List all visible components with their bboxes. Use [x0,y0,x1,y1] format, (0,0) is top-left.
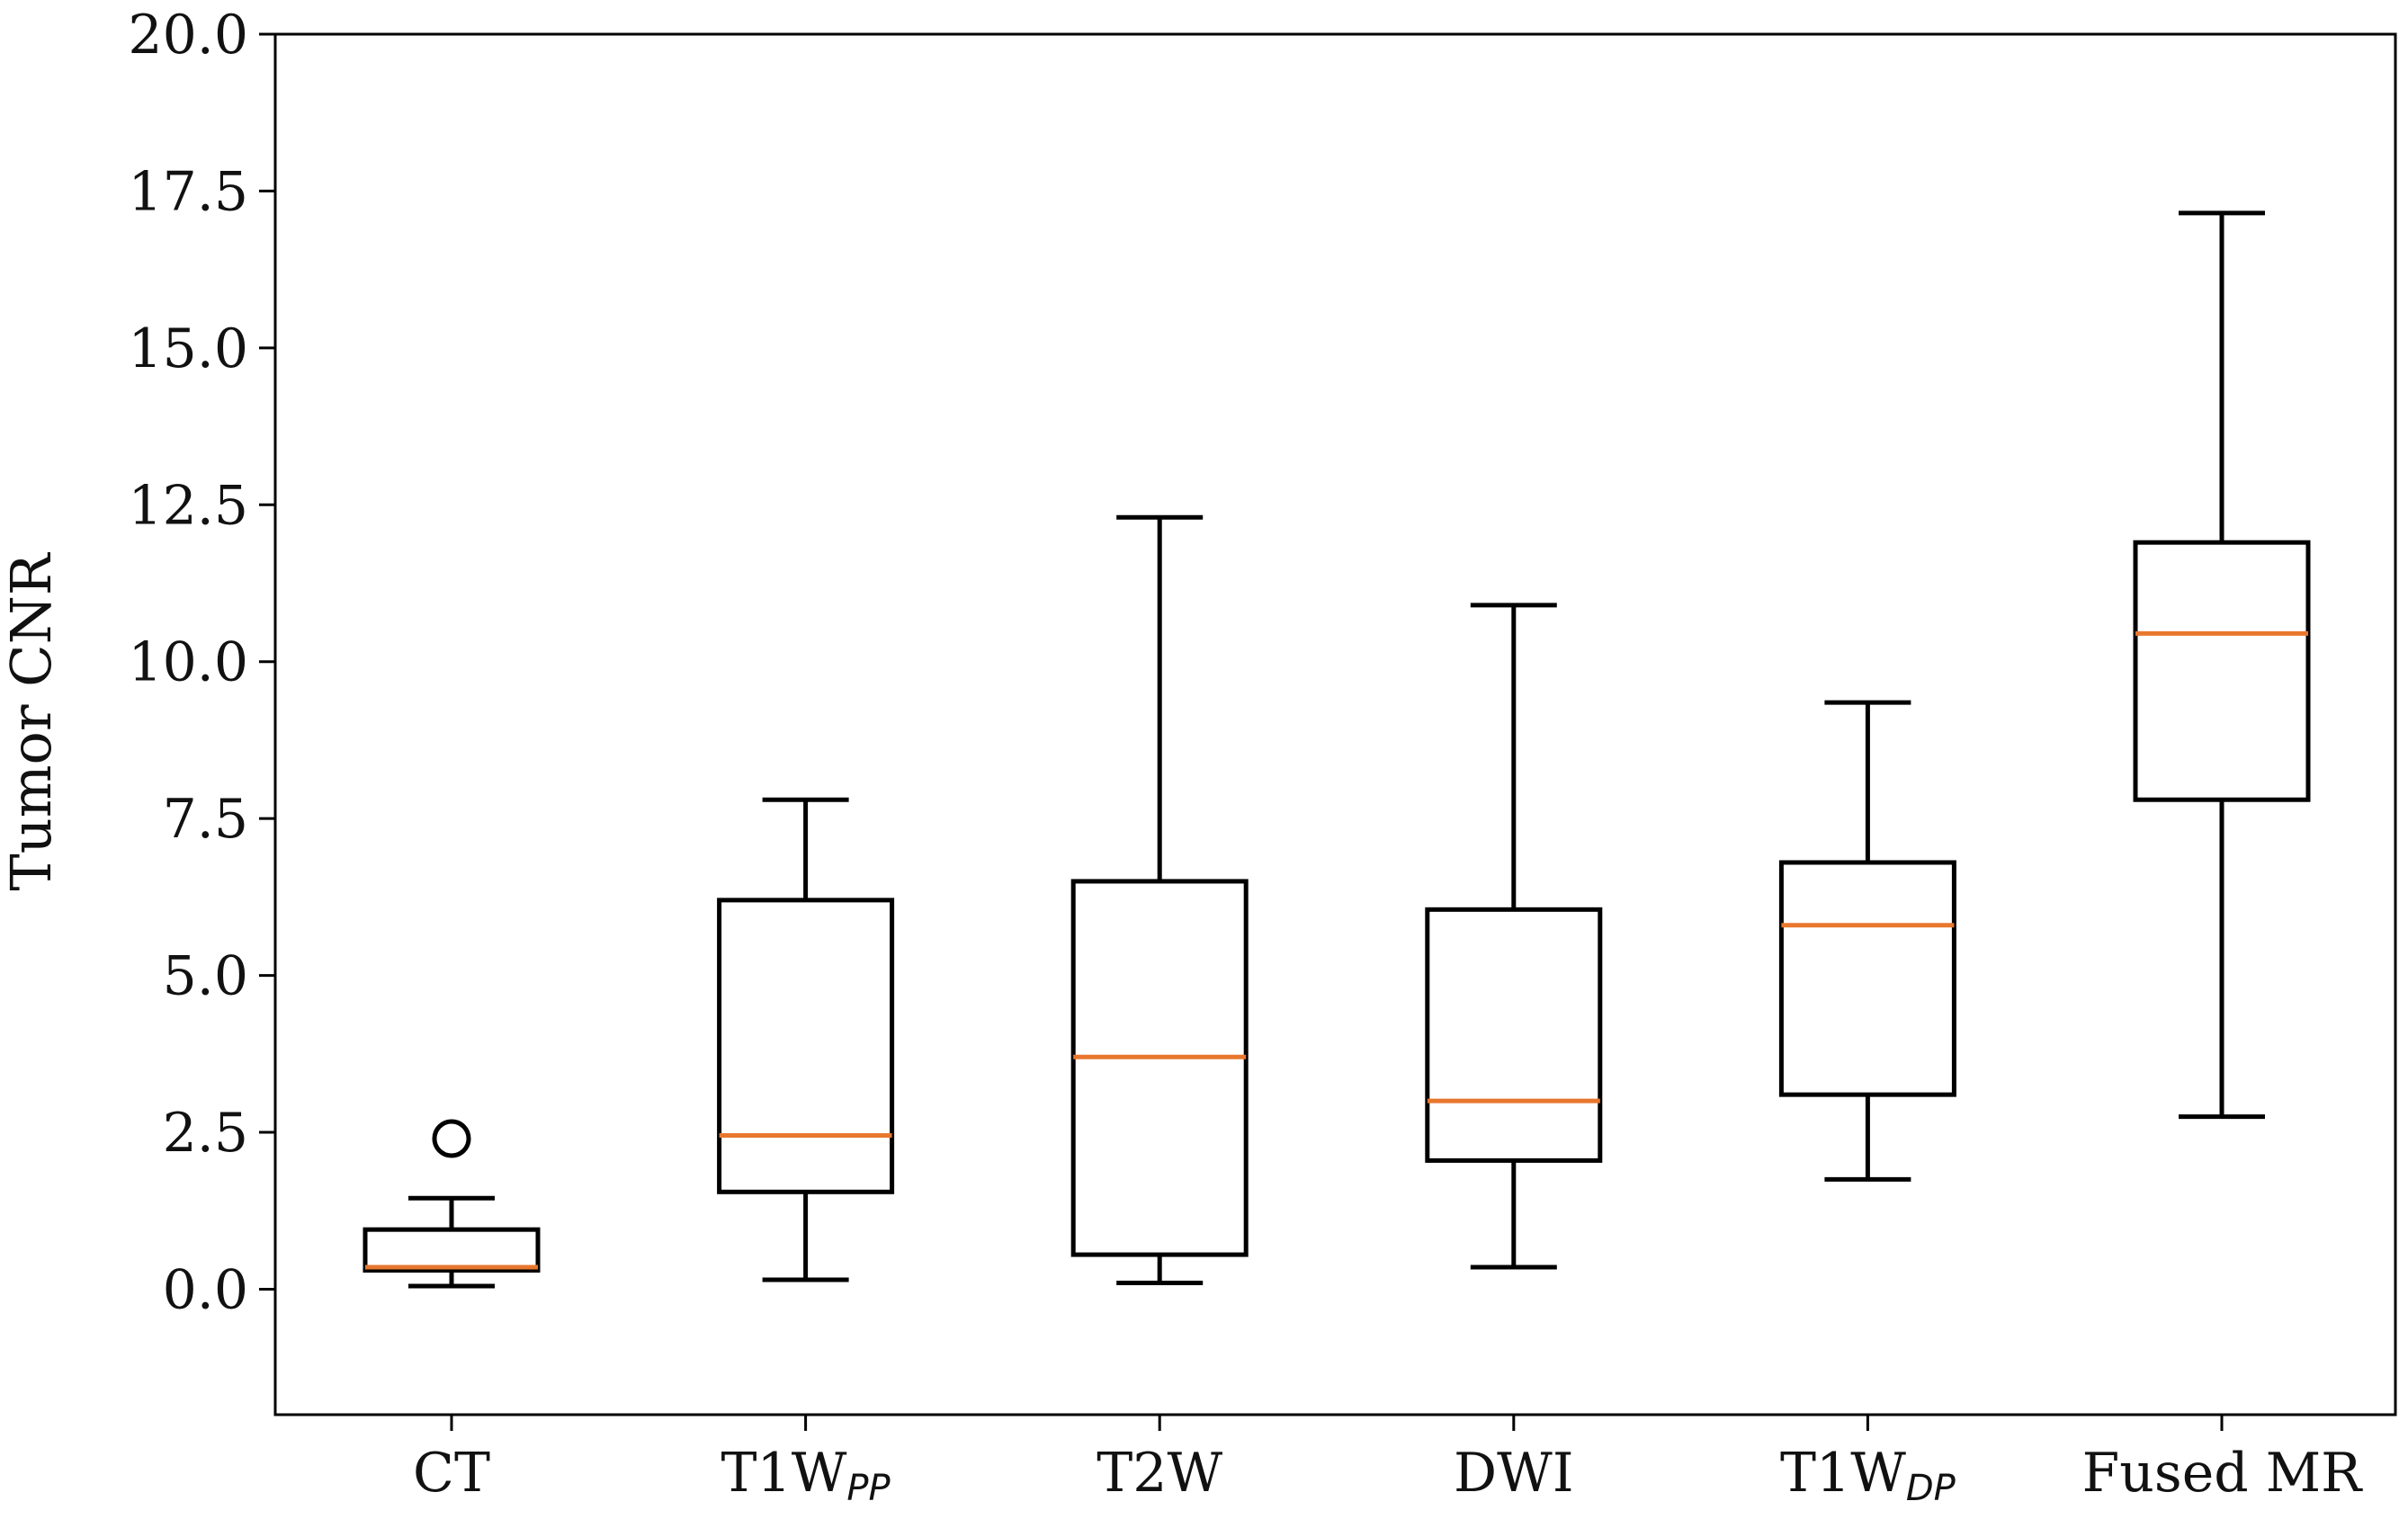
x-tick-label: CT [413,1442,490,1505]
iqr-box [1070,879,1249,1257]
iqr-box [1778,860,1956,1097]
y-axis-label: Tumor CNR [0,551,64,890]
y-tick-label: 0.0 [163,1258,248,1321]
box-group-t2w [1070,514,1249,1285]
x-tick-label: T1WPP [721,1442,891,1509]
box-group-t1w_dp [1778,700,1956,1182]
iqr-box [2133,540,2311,802]
x-tick-label: T2W [1097,1442,1222,1505]
y-tick-label: 17.5 [128,160,248,223]
y-tick-label: 12.5 [128,474,248,537]
y-tick-label: 5.0 [163,945,248,1008]
x-tick-label: T1WDP [1780,1442,1956,1509]
x-tick-label: DWI [1454,1442,1573,1505]
plot-area: 0.0 2.5 5.0 7.5 10.0 12.5 15.0 17.5 20.0 CT T1WPP T… [128,4,2397,1509]
outlier-point [432,1119,471,1158]
box-group-t1w_pp [717,797,895,1282]
box-group-fused-mr [2133,210,2311,1120]
box-group-ct [363,1119,541,1289]
iqr-box [363,1227,541,1273]
iqr-box [717,898,895,1194]
x-tick-label: Fused MR [2082,1442,2363,1505]
y-tick-label: 20.0 [128,4,248,67]
y-tick-label: 10.0 [128,631,248,694]
box-group-dwi [1425,603,1603,1270]
y-tick-label: 2.5 [163,1102,248,1165]
iqr-box [1425,907,1603,1163]
y-tick-label: 15.0 [128,317,248,380]
y-tick-label: 7.5 [163,788,248,851]
axes-frame [273,32,2397,1416]
